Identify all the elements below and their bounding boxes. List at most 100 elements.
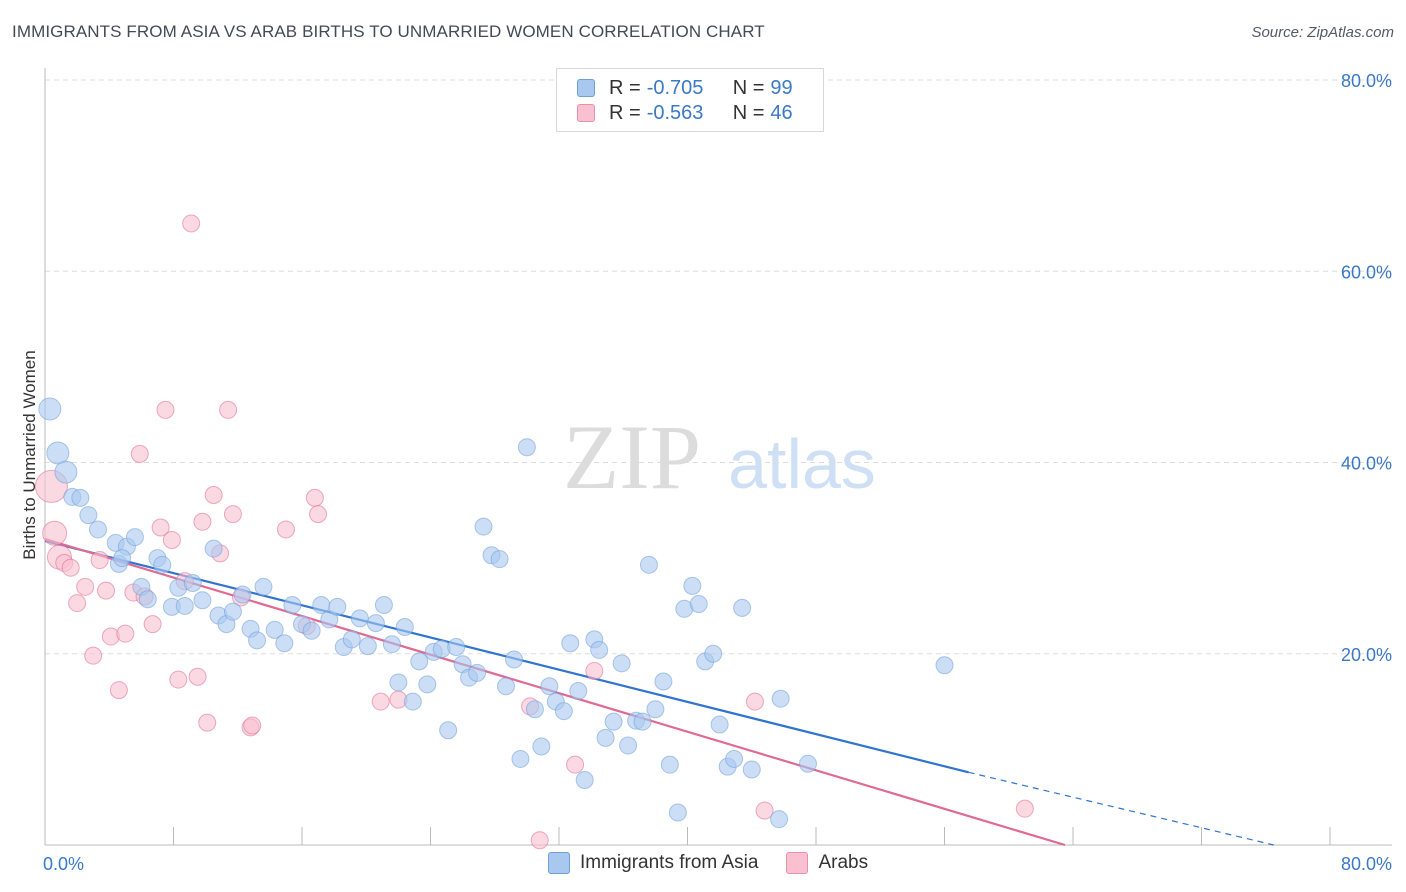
watermark-zip: ZIP [563,406,701,508]
asia-point [113,549,132,568]
arabs-point [97,581,116,600]
asia-point [561,634,580,653]
asia-point [204,539,223,558]
asia-point [569,682,588,701]
asia-point [125,528,144,547]
asia-point [604,712,623,731]
asia-point [532,737,551,756]
asia-point [612,654,631,673]
asia-point [283,595,302,614]
arabs-point [61,558,80,577]
asia-point [668,803,687,822]
y-axis-label: Births to Unmarried Women [20,350,39,560]
asia-point [654,672,673,691]
source-label: Source: ZipAtlas.com [1251,24,1394,41]
arabs-point [109,681,128,700]
asia-point [38,397,62,421]
asia-point [233,585,252,604]
asia-point [54,460,78,484]
asia-point [935,656,954,675]
x-tick-label: 0.0% [43,854,84,874]
arabs-point [305,488,324,507]
asia-point [619,736,638,755]
asia-point [770,810,789,829]
asia-point [175,596,194,615]
asia-point [366,614,385,633]
asia-point [639,555,658,574]
arabs-point [745,692,764,711]
asia-point [71,488,90,507]
asia-point [418,675,437,694]
arabs-point [193,512,212,531]
legend-swatch-arabs [786,852,809,874]
legend-n-value: 99 [770,76,793,99]
asia-point [382,635,401,654]
asia-point [725,749,744,768]
arabs-point [130,444,149,463]
arabs-point [755,801,774,820]
asia-point [248,631,267,650]
legend-r-value: -0.563 [646,101,704,124]
legend-r-label: R = [609,76,641,99]
asia-point [410,652,429,671]
asia-point [275,634,294,653]
chart-title: IMMIGRANTS FROM ASIA VS ARAB BIRTHS TO U… [12,22,765,41]
asia-point [683,576,702,595]
asia-point [254,577,273,596]
arabs-point [1015,799,1034,818]
axes [44,68,1392,846]
arabs-point [76,577,95,596]
asia-point [742,760,761,779]
asia-point [153,555,172,574]
arabs-point [566,755,585,774]
x-tick-label: 80.0% [1341,854,1392,874]
arabs-point [219,400,238,419]
asia-point [633,712,652,731]
asia-point [590,640,609,659]
asia-point [403,692,422,711]
arabs-point [371,692,390,711]
y-tick-label: 80.0% [1341,71,1392,91]
legend-r-value: -0.705 [646,76,704,99]
legend-r-label: R = [609,101,641,124]
asia-point [771,689,790,708]
asia-point [302,621,321,640]
asia-point [439,721,458,740]
y-tick-label: 60.0% [1341,262,1392,282]
arabs-point [84,646,103,665]
arabs-point [585,661,604,680]
asia-point [525,700,544,719]
legend-label-arabs: Arabs [818,852,869,873]
legend-row-arabs: R = -0.563 N = 46 [577,101,793,125]
asia-point [342,630,361,649]
arabs-point [188,667,207,686]
asia-point [328,597,347,616]
arabs-point [182,214,201,233]
legend-item-arabs[interactable]: Arabs [786,852,868,874]
gridlines [45,79,1392,655]
legend-item-asia[interactable]: Immigrants from Asia [548,852,758,874]
asia-point [496,677,515,696]
arabs-point [243,716,262,735]
tick-labels: 20.0% 40.0% 60.0% 80.0% 0.0% 80.0% [43,71,1392,874]
asia-point [468,663,487,682]
asia-point [517,438,536,457]
arabs-point [42,520,68,546]
asia-point [223,602,242,621]
legend-swatch-asia [577,79,595,97]
asia-point [575,770,594,789]
asia-point [350,609,369,628]
series-legend: Immigrants from Asia Arabs [548,852,896,874]
asia-point [710,715,729,734]
arabs-point [143,615,162,634]
arabs-point [90,551,109,570]
asia-trendline-extension [968,771,1274,846]
asia-point [193,591,212,610]
asia-point [265,620,284,639]
arabs-point [530,831,549,850]
y-tick-label: 20.0% [1341,645,1392,665]
asia-point [660,755,679,774]
asia-point [138,590,157,609]
asia-point [798,754,817,773]
